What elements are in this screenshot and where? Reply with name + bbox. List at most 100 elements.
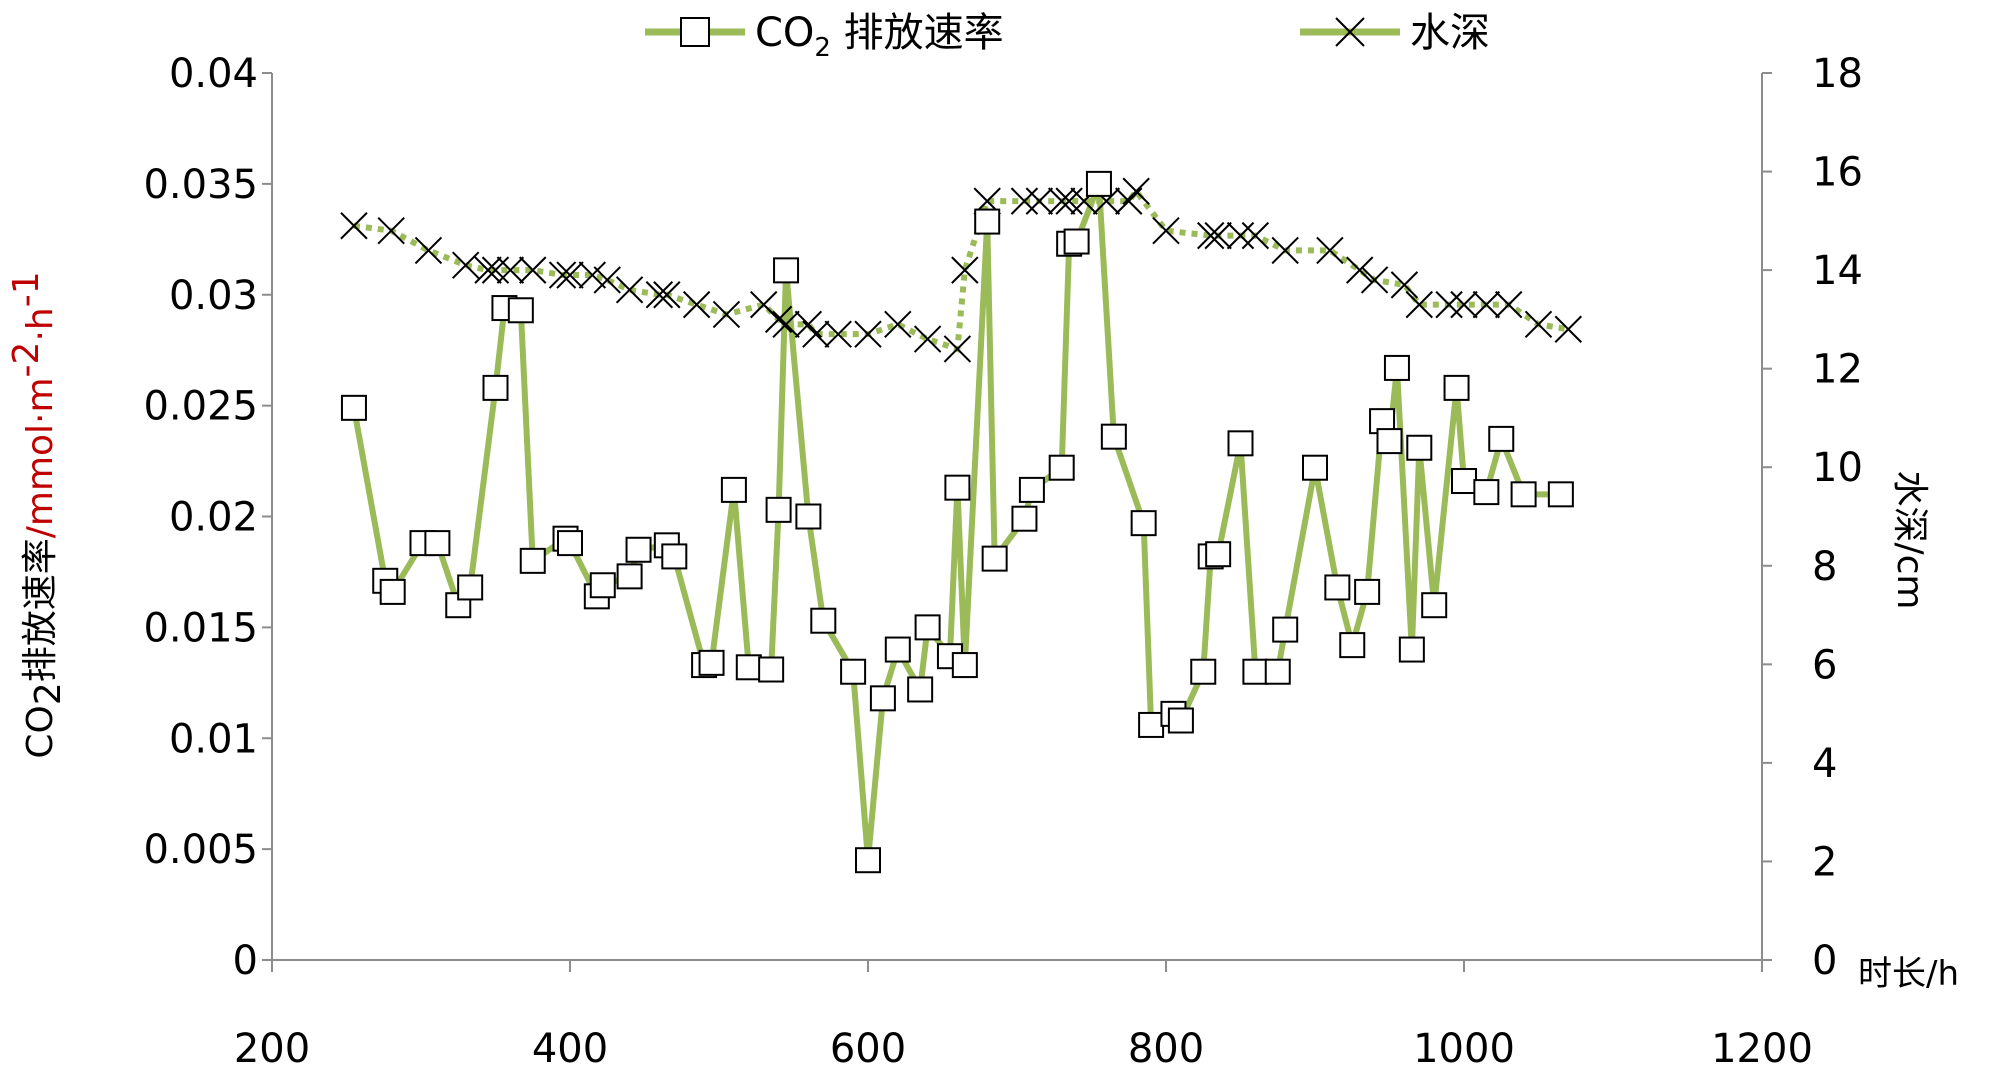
co2-point — [810, 607, 837, 634]
depth-point — [824, 320, 852, 348]
co2-point — [379, 578, 406, 605]
co2-point — [1130, 510, 1157, 537]
depth-point — [1524, 310, 1553, 339]
depth-point — [496, 256, 525, 284]
co2-point — [625, 536, 652, 563]
depth-point — [340, 212, 368, 240]
co2-point — [1376, 428, 1403, 455]
co2-point — [1190, 658, 1217, 685]
depth-point — [913, 325, 942, 353]
y-left-tick-label: 0.035 — [143, 162, 258, 208]
depth-point — [556, 261, 584, 289]
co2-point — [840, 658, 867, 685]
co2-point — [1473, 479, 1500, 506]
co2-point — [855, 847, 881, 874]
depth-point — [943, 335, 972, 363]
co2-point — [1383, 354, 1410, 381]
depth-point — [802, 320, 830, 348]
x-tick-label: 600 — [830, 1026, 906, 1070]
depth-point — [1226, 221, 1255, 250]
y-right-tick-label: 12 — [1812, 347, 1863, 393]
co2-point — [1451, 468, 1477, 495]
legend-depth-marker — [1335, 17, 1365, 47]
co2-point — [907, 676, 934, 703]
depth-point — [548, 261, 577, 289]
co2-point — [1100, 423, 1127, 450]
y-right-tick-label: 16 — [1812, 150, 1863, 196]
y-left-axis-title: CO2排放速率/mmol·m-2·h-1 — [6, 271, 69, 758]
co2-point — [507, 297, 534, 324]
co2-point — [557, 530, 583, 557]
depth-point — [1554, 315, 1583, 343]
plot-area — [340, 170, 1583, 874]
co2-point — [1048, 454, 1075, 481]
y-left-tick-label: 0.01 — [169, 716, 258, 762]
depth-point — [1196, 221, 1225, 250]
depth-point — [481, 256, 510, 284]
co2-point — [1324, 574, 1351, 601]
co2-point — [1063, 228, 1090, 255]
y-left-tick-label: 0.015 — [143, 605, 258, 651]
depth-point — [772, 310, 800, 339]
co2-point — [795, 503, 822, 530]
co2-point — [720, 476, 747, 503]
co2-point — [698, 649, 725, 676]
depth-point — [1450, 290, 1478, 319]
co2-point — [616, 563, 643, 590]
co2-point — [1227, 430, 1254, 457]
co2-point — [1443, 374, 1470, 401]
depth-point — [653, 281, 681, 309]
co2-point — [1011, 505, 1038, 532]
co2-point — [974, 208, 1001, 235]
co2-point — [457, 574, 484, 601]
legend-co2-marker — [680, 17, 710, 47]
y-left-tick-label: 0.025 — [143, 384, 258, 430]
depth-point — [1204, 221, 1232, 250]
legend-co2-label: CO2 排放速率 — [755, 10, 1004, 63]
depth-point — [1047, 187, 1076, 215]
co2-point — [1272, 616, 1299, 643]
depth-point — [1435, 290, 1463, 319]
co2-point — [944, 474, 971, 501]
depth-point — [764, 305, 793, 334]
depth-point — [593, 266, 621, 294]
co2-point — [1302, 454, 1328, 481]
x-tick-label: 400 — [532, 1026, 608, 1070]
depth-point — [1472, 290, 1501, 319]
depth-point — [578, 261, 607, 289]
x-tick-label: 1000 — [1413, 1026, 1515, 1070]
co2-point — [1398, 636, 1425, 663]
co2-point — [661, 543, 688, 570]
depth-point — [377, 216, 405, 245]
y-right-tick-label: 10 — [1812, 445, 1863, 491]
co2-point — [1547, 481, 1574, 508]
co2-point — [773, 257, 800, 284]
y-right-ticks: 0 2 4 6 8 10 12 14 16 18 — [1762, 51, 1863, 984]
co2-point — [1205, 541, 1232, 568]
y-right-tick-label: 8 — [1812, 544, 1837, 590]
depth-point — [1025, 187, 1054, 215]
depth-point — [1494, 290, 1523, 319]
y-left-tick-label: 0.02 — [169, 495, 258, 541]
depth-point — [1316, 236, 1344, 265]
y-right-axis-title: 水深/cm — [1889, 471, 1930, 610]
y-left-tick-label: 0.03 — [169, 273, 258, 319]
x-tick-label: 200 — [234, 1026, 310, 1070]
co2-point — [519, 547, 546, 574]
y-left-ticks: 0 0.005 0.01 0.015 0.02 0.025 0.03 0.035 0.04 — [143, 51, 272, 984]
depth-point — [645, 281, 674, 309]
co2-point — [735, 654, 762, 681]
depth-point — [474, 256, 502, 284]
depth-point — [682, 290, 711, 319]
depth-point — [1055, 187, 1083, 215]
depth-point — [1360, 266, 1389, 294]
legend: CO2 排放速率 水深 — [645, 10, 1490, 63]
co2-point — [914, 614, 941, 641]
y-left-tick-label: 0.005 — [143, 827, 258, 873]
co2-point — [884, 636, 911, 663]
depth-point — [615, 276, 644, 304]
x-tick-label: 800 — [1128, 1026, 1204, 1070]
co2-point — [1018, 476, 1045, 503]
co2-point — [951, 652, 978, 679]
depth-point — [414, 236, 443, 265]
